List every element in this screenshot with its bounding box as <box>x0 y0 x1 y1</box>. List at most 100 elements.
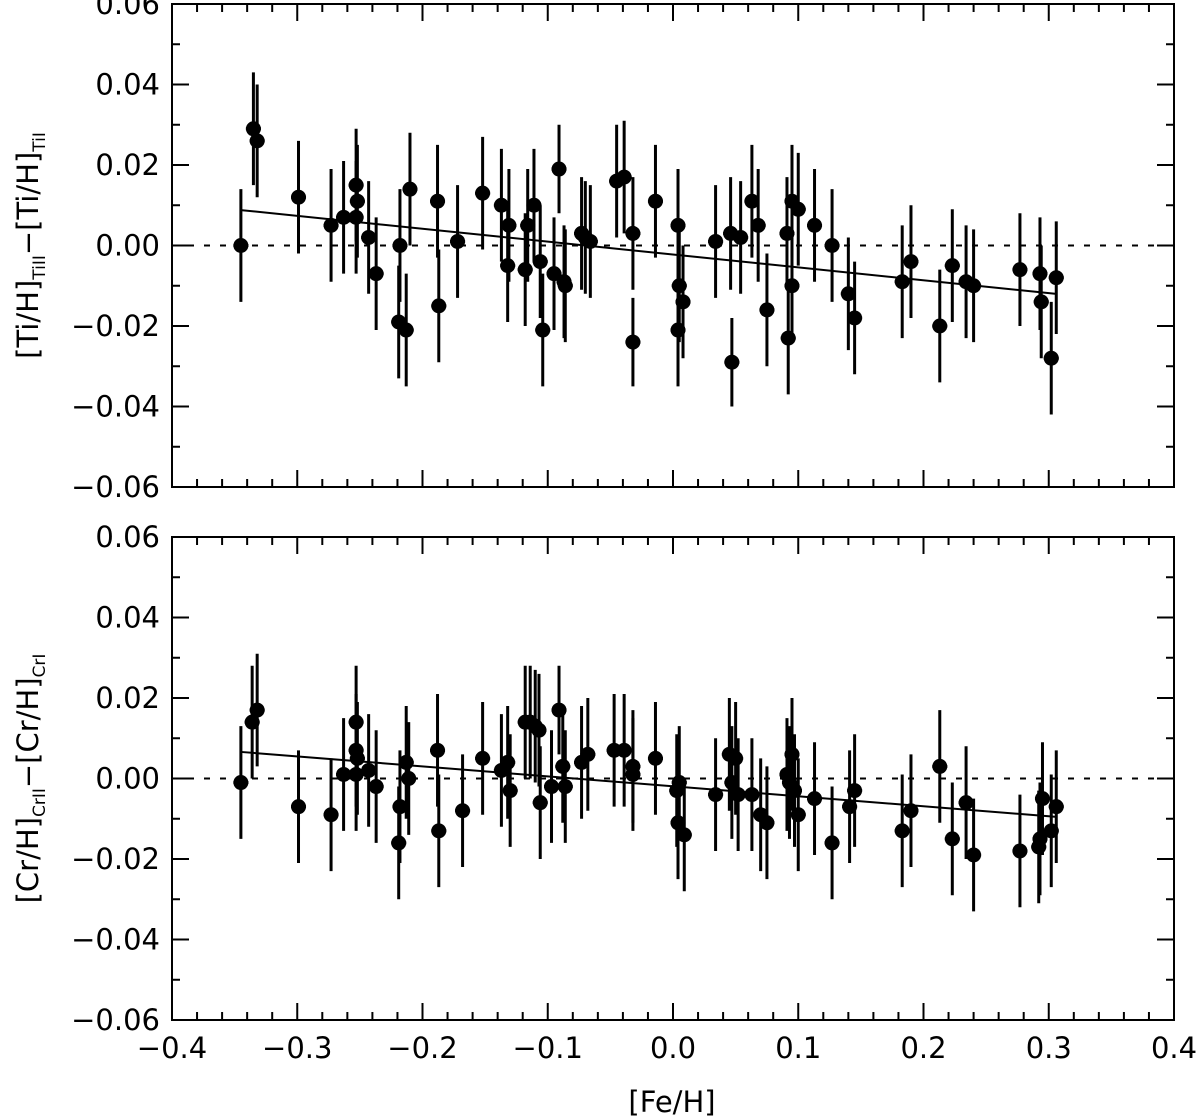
data-point <box>1043 350 1059 366</box>
data-point <box>580 746 596 762</box>
data-point <box>932 758 948 774</box>
data-point <box>944 831 960 847</box>
data-point <box>1034 791 1050 807</box>
data-point <box>670 815 686 831</box>
data-point <box>728 750 744 766</box>
y-tick-label: −0.02 <box>71 842 160 876</box>
data-point <box>430 742 446 758</box>
y-tick-label: −0.04 <box>71 390 160 424</box>
x-tick-label: 0.2 <box>900 1031 946 1065</box>
data-point <box>532 254 548 270</box>
y-axis-label-subscript: CrI <box>30 654 50 678</box>
y-axis-label-part: −[Cr/H] <box>11 677 45 788</box>
x-axis-label: [Fe/H] <box>628 1085 715 1119</box>
data-point <box>616 742 632 758</box>
data-point <box>398 322 414 338</box>
data-point <box>647 750 663 766</box>
data-point <box>744 787 760 803</box>
data-point <box>431 298 447 314</box>
data-point <box>894 274 910 290</box>
data-point <box>249 133 265 149</box>
data-point <box>392 238 408 253</box>
data-point <box>807 217 823 233</box>
data-point <box>555 758 571 774</box>
data-point <box>966 278 982 294</box>
data-point <box>790 201 806 217</box>
panel-top-ti: −0.06−0.04−0.020.000.020.040.06[Ti/H]TiI… <box>11 0 1175 504</box>
data-point <box>502 783 518 799</box>
data-point <box>233 775 249 791</box>
data-point <box>336 766 352 782</box>
data-point <box>323 807 339 823</box>
data-point <box>807 791 823 807</box>
data-point <box>557 779 573 795</box>
data-point <box>708 233 724 249</box>
data-point <box>733 229 749 245</box>
data-point <box>759 302 775 318</box>
data-point <box>233 238 249 253</box>
x-tick-label: 0.0 <box>650 1031 696 1065</box>
y-tick-label: −0.02 <box>71 309 160 343</box>
data-point <box>1012 843 1028 859</box>
data-point <box>361 229 377 245</box>
data-point <box>966 847 982 863</box>
data-point <box>361 762 377 778</box>
x-tick-label: 0.3 <box>1026 1031 1072 1065</box>
data-point <box>348 209 364 225</box>
data-point <box>546 266 562 282</box>
y-tick-label: 0.04 <box>95 68 160 102</box>
data-point <box>544 779 560 795</box>
data-point <box>249 702 265 718</box>
y-tick-label: −0.06 <box>71 1003 160 1037</box>
y-axis-label: [Cr/H]CrII−[Cr/H]CrI <box>11 654 50 904</box>
data-point <box>647 193 663 209</box>
data-point <box>323 217 339 233</box>
data-point <box>744 193 760 209</box>
x-tick-label: −0.3 <box>262 1031 332 1065</box>
data-point <box>1048 270 1064 286</box>
data-point <box>430 193 446 209</box>
data-point <box>1048 799 1064 815</box>
data-point <box>532 795 548 811</box>
x-tick-label: 0.4 <box>1151 1031 1197 1065</box>
data-point <box>402 181 418 197</box>
y-tick-label: 0.02 <box>95 681 160 715</box>
y-tick-label: 0.06 <box>95 0 160 21</box>
data-point <box>517 262 533 278</box>
y-axis-label-subscript: TiII <box>30 255 50 281</box>
data-point <box>500 258 516 274</box>
data-point <box>944 258 960 274</box>
y-axis-label: [Ti/H]TiII−[Ti/H]TiI <box>11 132 50 359</box>
data-point <box>582 233 598 249</box>
y-tick-label: −0.04 <box>71 923 160 957</box>
data-point <box>724 354 740 370</box>
x-tick-label: −0.1 <box>513 1031 583 1065</box>
data-point <box>847 783 863 799</box>
y-axis-label-part: [Cr/H] <box>11 817 45 903</box>
data-point <box>336 209 352 225</box>
data-point <box>475 750 491 766</box>
data-point <box>708 787 724 803</box>
data-point <box>526 197 542 213</box>
data-point <box>958 795 974 811</box>
data-point <box>932 318 948 334</box>
data-point <box>500 754 516 770</box>
y-axis-label-part: [Ti/H] <box>11 280 45 359</box>
x-tick-label: 0.1 <box>775 1031 821 1065</box>
y-tick-label: 0.00 <box>95 229 160 263</box>
data-point <box>431 823 447 839</box>
data-point <box>824 835 840 851</box>
data-point <box>784 278 800 294</box>
data-point <box>348 766 364 782</box>
data-point <box>759 815 775 831</box>
y-axis-label-part: −[Ti/H] <box>11 152 45 255</box>
y-axis-label-subscript: TiI <box>30 132 50 153</box>
data-point <box>676 827 692 843</box>
data-point <box>455 803 471 819</box>
data-point <box>790 807 806 823</box>
data-point <box>730 787 746 803</box>
data-point <box>391 835 407 851</box>
data-point <box>557 278 573 294</box>
data-point <box>291 189 307 205</box>
y-tick-label: 0.00 <box>95 762 160 796</box>
